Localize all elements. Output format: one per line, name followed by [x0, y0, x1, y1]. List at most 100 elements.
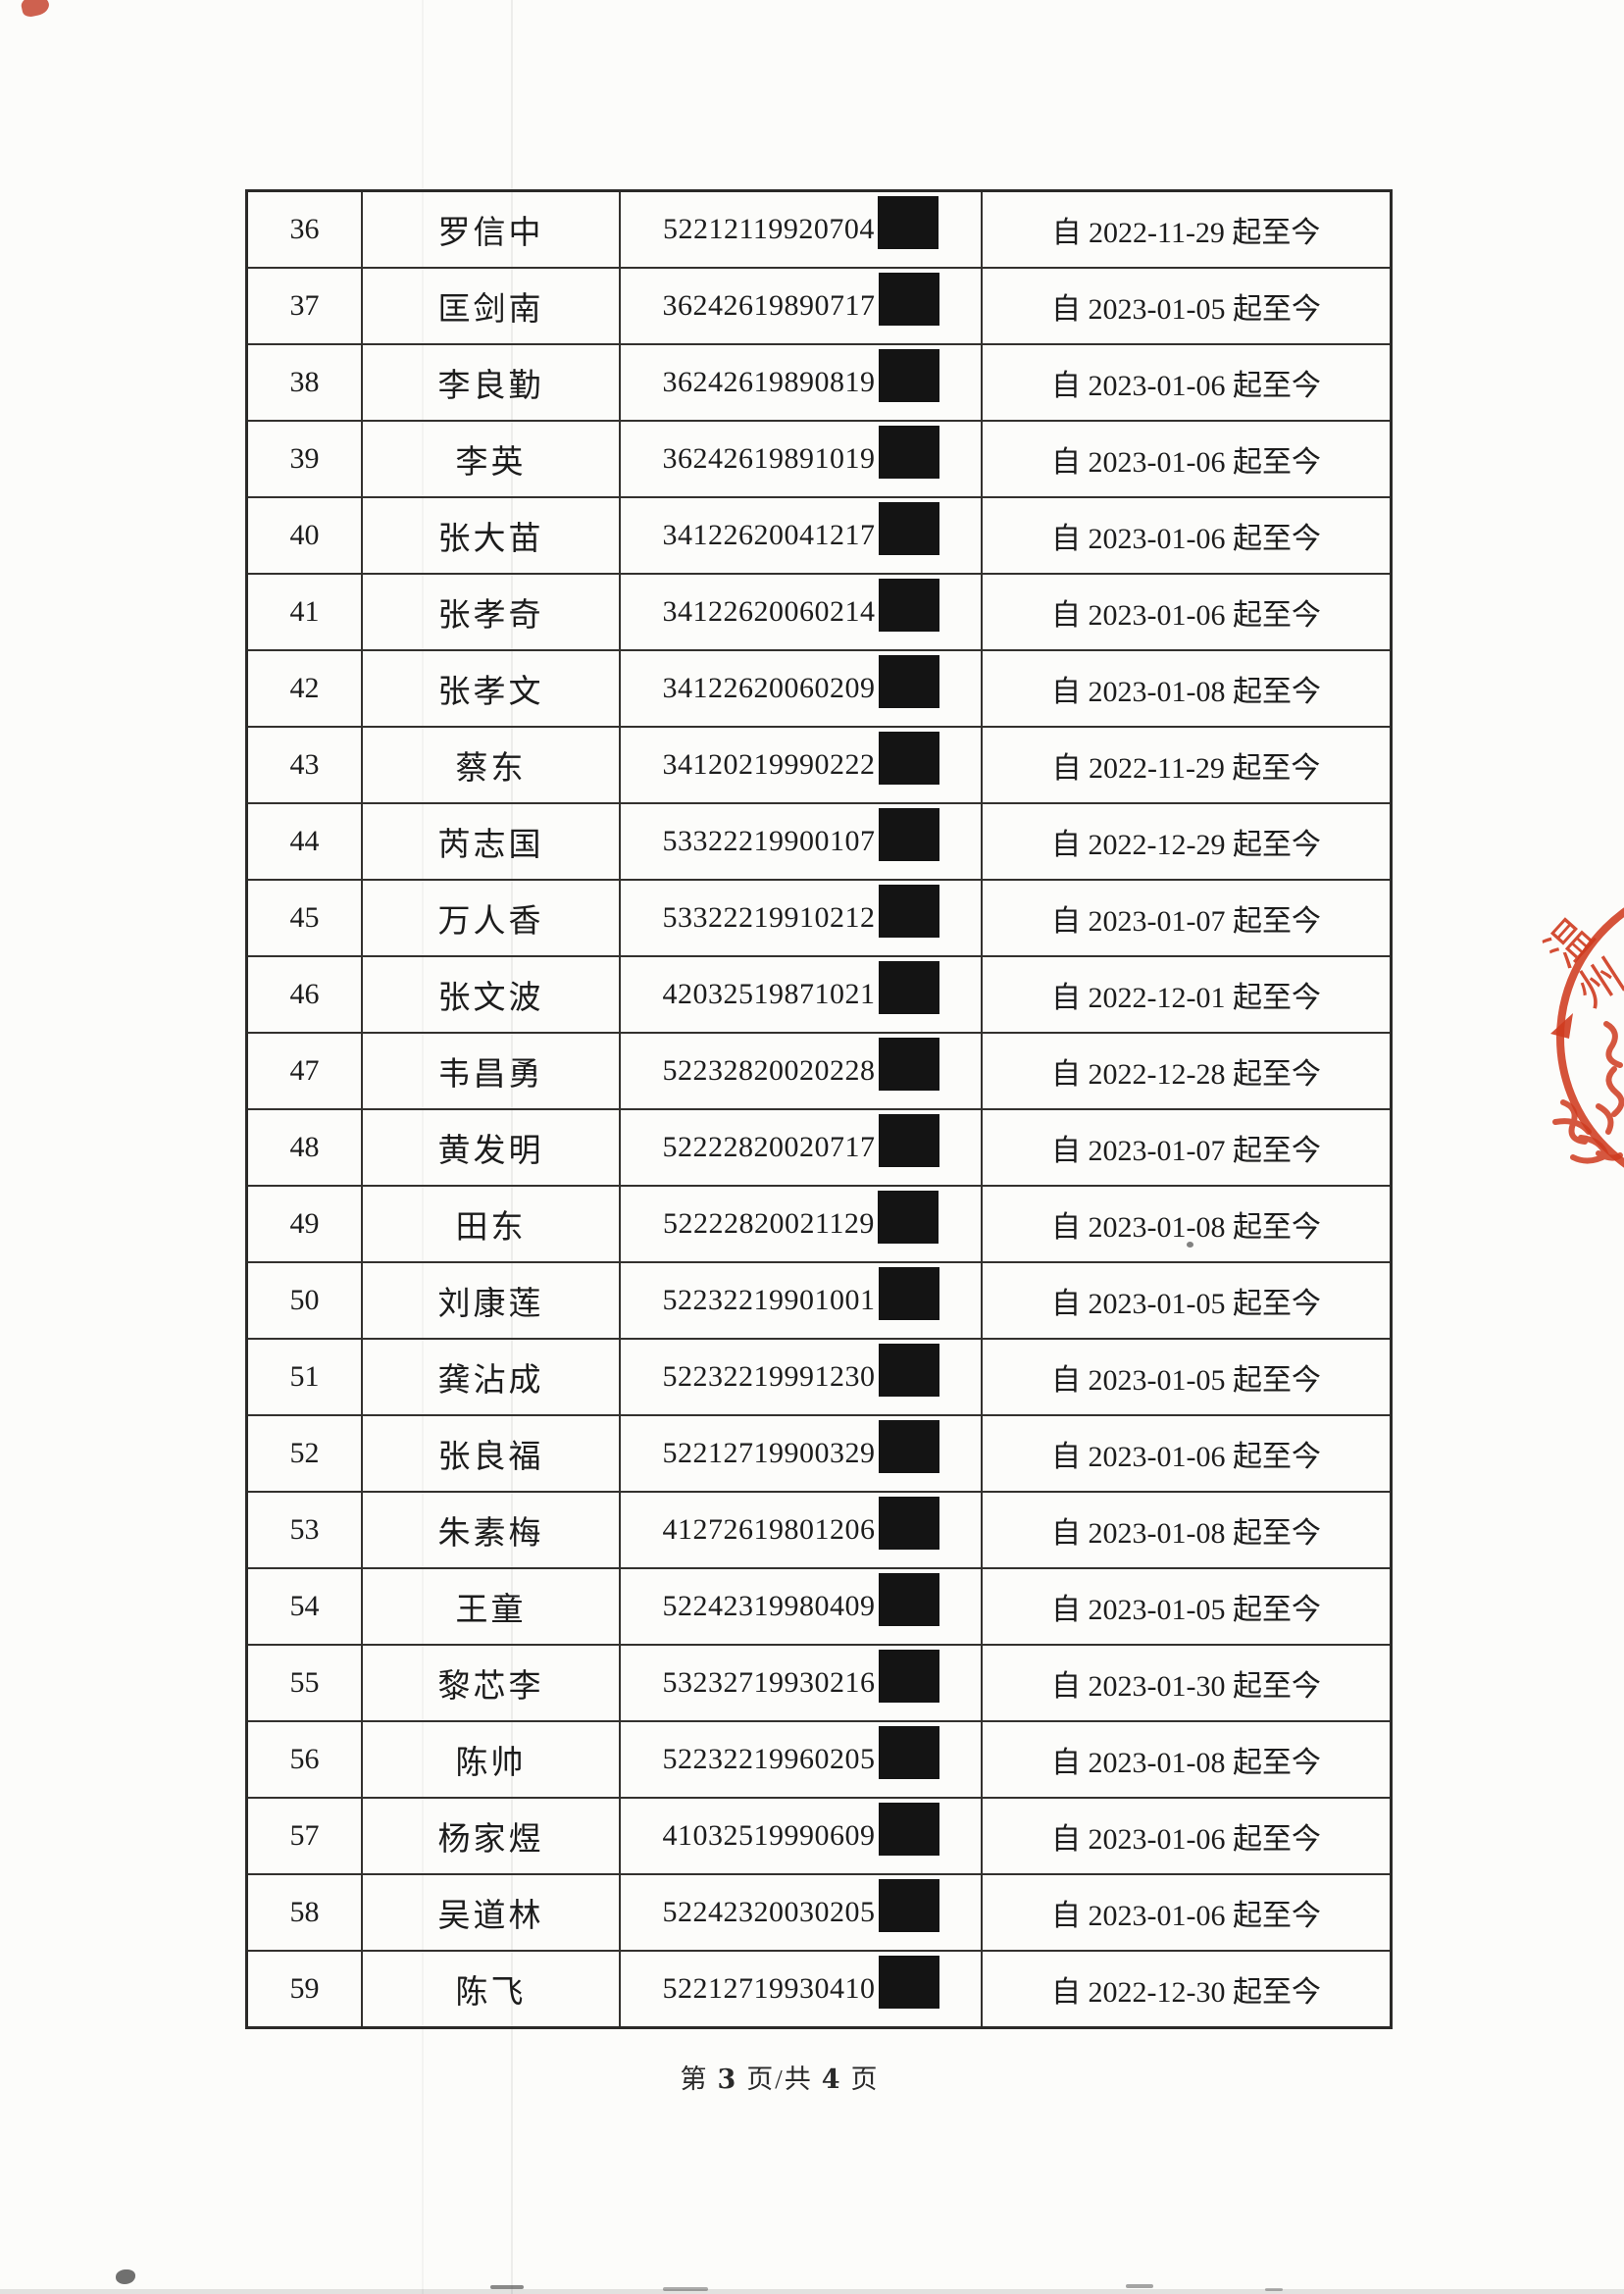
row-number-cell: 39: [245, 420, 363, 498]
id-cell: 53322219910212: [619, 879, 983, 957]
redaction-box: [877, 196, 939, 249]
official-seal-stamp: 温 州: [1536, 907, 1624, 1168]
redaction-box: [878, 1267, 939, 1320]
redaction-box: [878, 579, 939, 632]
row-number-cell: 55: [245, 1644, 363, 1722]
row-number-cell: 42: [245, 649, 363, 728]
seal-text: 温 州: [1536, 909, 1624, 1016]
id-digits: 52232820020228: [662, 1054, 876, 1087]
id-digits: 52232219991230: [662, 1360, 876, 1393]
name-cell: 王童: [361, 1567, 621, 1646]
row-number-cell: 57: [245, 1797, 363, 1875]
period-cell: 自 2023-01-06 起至今: [981, 420, 1393, 498]
period-cell: 自 2023-01-06 起至今: [981, 1414, 1393, 1493]
id-value: 52232219991230: [622, 1344, 980, 1403]
table-row: 55 黎芯李 53232719930216 自 2023-01-30 起至今: [245, 1644, 1393, 1722]
seal-ring: [1556, 907, 1624, 1168]
table-row: 42 张孝文 34122620060209 自 2023-01-08 起至今: [245, 649, 1393, 728]
period-cell: 自 2022-12-30 起至今: [981, 1950, 1393, 2029]
id-cell: 52232219901001: [619, 1261, 983, 1340]
name-cell: 韦昌勇: [361, 1032, 621, 1110]
redaction-box: [878, 732, 939, 785]
id-digits: 41272619801206: [662, 1513, 876, 1546]
row-number-cell: 37: [245, 267, 363, 345]
name-cell: 陈飞: [361, 1950, 621, 2029]
name-cell: 田东: [361, 1185, 621, 1263]
table-row: 53 朱素梅 41272619801206 自 2023-01-08 起至今: [245, 1491, 1393, 1569]
period-cell: 自 2023-01-07 起至今: [981, 1108, 1393, 1187]
redaction-box: [878, 1573, 939, 1626]
name-cell: 龚沾成: [361, 1338, 621, 1416]
id-cell: 36242619890819: [619, 343, 983, 422]
table-row: 58 吴道林 52242320030205 自 2023-01-06 起至今: [245, 1873, 1393, 1952]
redaction-box: [878, 1956, 939, 2009]
name-cell: 张孝奇: [361, 573, 621, 651]
period-cell: 自 2023-01-06 起至今: [981, 1873, 1393, 1952]
redaction-box: [878, 1803, 939, 1856]
period-cell: 自 2023-01-07 起至今: [981, 879, 1393, 957]
table-row: 36 罗信中 52212119920704 自 2022-11-29 起至今: [245, 189, 1393, 269]
table-row: 43 蔡东 34120219990222 自 2022-11-29 起至今: [245, 726, 1393, 804]
id-digits: 42032519871021: [662, 978, 876, 1010]
redaction-box: [878, 1114, 939, 1167]
id-cell: 52212119920704: [619, 189, 983, 269]
id-value: 52242319980409: [622, 1573, 980, 1633]
name-cell: 张良福: [361, 1414, 621, 1493]
name-cell: 吴道林: [361, 1873, 621, 1952]
id-cell: 41032519990609: [619, 1797, 983, 1875]
id-cell: 34122620060209: [619, 649, 983, 728]
table-row: 44 芮志国 53322219900107 自 2022-12-29 起至今: [245, 802, 1393, 881]
id-value: 52232219901001: [622, 1267, 980, 1327]
period-cell: 自 2023-01-30 起至今: [981, 1644, 1393, 1722]
row-number-cell: 48: [245, 1108, 363, 1187]
name-cell: 黎芯李: [361, 1644, 621, 1722]
id-cell: 52212719930410: [619, 1950, 983, 2029]
name-cell: 张大苗: [361, 496, 621, 575]
id-digits: 41032519990609: [662, 1819, 876, 1852]
redaction-box: [878, 1650, 939, 1703]
redaction-box: [878, 655, 939, 708]
period-cell: 自 2023-01-08 起至今: [981, 1491, 1393, 1569]
redaction-box: [878, 502, 939, 555]
table-row: 40 张大苗 34122620041217 自 2023-01-06 起至今: [245, 496, 1393, 575]
id-digits: 53232719930216: [662, 1666, 876, 1699]
scan-smudge: [490, 2285, 524, 2289]
id-digits: 53322219900107: [662, 825, 876, 857]
id-digits: 34120219990222: [662, 748, 876, 781]
id-cell: 52232219991230: [619, 1338, 983, 1416]
scan-smudge: [1265, 2288, 1283, 2291]
row-number-cell: 44: [245, 802, 363, 881]
footer-suffix: 页: [850, 2065, 880, 2094]
id-digits: 52212719900329: [662, 1437, 876, 1469]
row-number-cell: 54: [245, 1567, 363, 1646]
id-value: 52212719900329: [622, 1420, 980, 1480]
row-number-cell: 50: [245, 1261, 363, 1340]
roster-table: 36 罗信中 52212119920704 自 2022-11-29 起至今 3…: [245, 189, 1393, 2029]
table-row: 37 匡剑南 36242619890717 自 2023-01-05 起至今: [245, 267, 1393, 345]
row-number-cell: 40: [245, 496, 363, 575]
red-corner-mark: [20, 0, 51, 19]
id-cell: 52212719900329: [619, 1414, 983, 1493]
row-number-cell: 51: [245, 1338, 363, 1416]
period-cell: 自 2023-01-06 起至今: [981, 496, 1393, 575]
period-cell: 自 2023-01-08 起至今: [981, 1185, 1393, 1263]
id-digits: 52222820020717: [662, 1131, 876, 1163]
table-row: 48 黄发明 52222820020717 自 2023-01-07 起至今: [245, 1108, 1393, 1187]
row-number-cell: 58: [245, 1873, 363, 1952]
id-cell: 34122620041217: [619, 496, 983, 575]
period-cell: 自 2022-11-29 起至今: [981, 189, 1393, 269]
footer-page-number: 3: [717, 2065, 738, 2095]
id-cell: 36242619890717: [619, 267, 983, 345]
redaction-box: [878, 273, 939, 326]
id-cell: 53232719930216: [619, 1644, 983, 1722]
id-value: 41032519990609: [622, 1803, 980, 1862]
id-value: 36242619890819: [622, 349, 980, 409]
id-value: 41272619801206: [622, 1497, 980, 1556]
id-value: 52222820020717: [622, 1114, 980, 1174]
redaction-box: [878, 961, 939, 1014]
table-row: 49 田东 52222820021129 自 2023-01-08 起至今: [245, 1185, 1393, 1263]
table-row: 59 陈飞 52212719930410 自 2022-12-30 起至今: [245, 1950, 1393, 2029]
name-cell: 陈帅: [361, 1720, 621, 1799]
table-row: 47 韦昌勇 52232820020228 自 2022-12-28 起至今: [245, 1032, 1393, 1110]
id-cell: 52222820021129: [619, 1185, 983, 1263]
